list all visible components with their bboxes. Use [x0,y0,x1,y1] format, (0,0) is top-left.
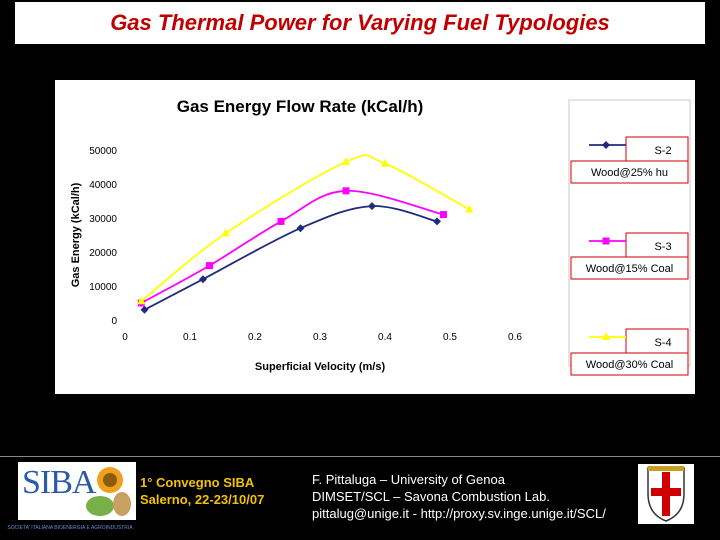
legend-label-s-3: S-3 [654,241,671,253]
legend-name-box [625,232,689,258]
data-point-s-4 [465,204,474,213]
x-tick-label: 0.2 [248,332,262,343]
y-tick-label: 40000 [89,180,117,191]
y-tick-label: 0 [111,316,117,327]
data-point-s-3 [206,262,213,270]
siba-logo-graphic [86,467,131,516]
legend-label-s-2: S-2 [654,145,671,157]
data-point-s-4 [221,228,230,237]
data-point-s-4 [137,296,146,305]
y-axis-label: Gas Energy (kCal/h) [70,182,82,287]
legend-marker-s-3 [602,237,610,245]
legend-desc-box [570,352,689,376]
legend-name-box [625,328,689,354]
x-tick-label: 0.5 [443,332,457,343]
chart-title: Gas Energy Flow Rate (kCal/h) [177,97,424,116]
legend-desc-s-4: Wood@30% Coal [586,359,673,371]
data-point-s-2 [433,217,441,226]
data-point-s-4 [381,158,389,167]
siba-logo-text: SIBA [22,464,96,501]
series-line-s-4 [140,154,470,303]
y-tick-label: 50000 [89,146,117,157]
x-tick-label: 0.4 [378,332,392,343]
conference-name: 1° Convegno SIBA [140,475,255,490]
data-point-s-4 [342,156,350,165]
data-point-s-2 [140,305,149,314]
author-info: F. Pittaluga – University of Genoa DIMSE… [312,471,606,522]
legend-desc-s-3: Wood@15% Coal [586,263,673,275]
author-contact[interactable]: pittalug@unige.it - http://proxy.sv.inge… [312,506,606,521]
y-tick-label: 10000 [89,282,117,293]
university-crest-icon [647,466,685,522]
x-axis-label: Superficial Velocity (m/s) [255,361,386,373]
legend-desc-box [570,256,689,280]
series-line-s-3 [140,189,444,304]
university-crest [638,464,694,524]
data-point-s-3 [440,211,447,219]
data-point-s-2 [368,202,376,211]
legend-marker-s-4 [602,332,610,340]
chart-panel: Gas Energy Flow Rate (kCal/h) 0 10000 20000… [55,80,695,394]
legend-desc-box [570,160,689,184]
y-tick-label: 20000 [89,248,117,259]
legend-label-s-4: S-4 [654,337,671,349]
footer-divider [0,456,720,457]
data-point-s-2 [296,224,305,233]
x-tick-label: 0.1 [183,332,197,343]
slide-title-bar: Gas Thermal Power for Varying Fuel Typol… [15,2,705,44]
author-lab: DIMSET/SCL – Savona Combustion Lab. [312,489,550,504]
y-tick-label: 30000 [89,214,117,225]
data-point-s-2 [199,275,207,284]
series-line-s-2 [144,205,438,311]
legend-desc-s-2: Wood@25% hu [591,167,668,179]
conference-info: 1° Convegno SIBA Salerno, 22-23/10/07 [140,474,264,508]
legend-marker-s-2 [602,141,610,149]
data-point-s-3 [277,217,285,225]
siba-logo: SIBA [18,462,136,520]
chart-svg: Gas Energy Flow Rate (kCal/h) 0 10000 20000… [70,97,691,376]
conference-place-date: Salerno, 22-23/10/07 [140,492,265,507]
data-point-s-3 [342,187,350,195]
siba-logo-subtitle: SOCIETA' ITALIANA BIOENERGIA E AGROINDUS… [7,525,133,531]
x-tick-label: 0 [122,332,128,343]
x-tick-label: 0.3 [313,332,327,343]
author-name: F. Pittaluga – University of Genoa [312,472,505,487]
slide-title: Gas Thermal Power for Varying Fuel Typol… [110,10,610,35]
x-tick-label: 0.6 [508,332,522,343]
